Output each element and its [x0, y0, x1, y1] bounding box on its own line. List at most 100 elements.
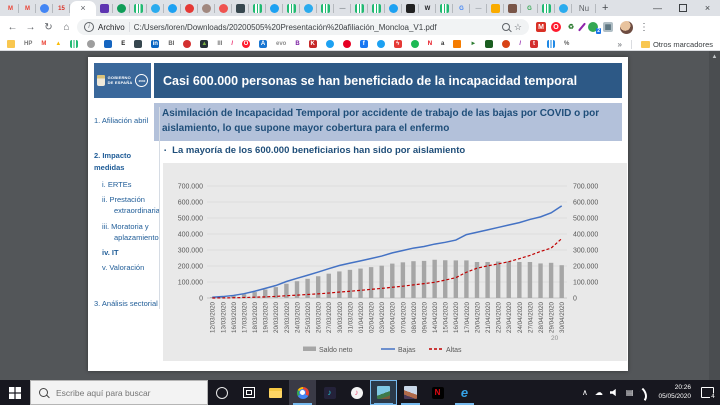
play-green-bookmark-icon[interactable]: ► — [470, 41, 477, 47]
zoom-icon[interactable] — [501, 23, 512, 33]
dark-app-tab-2[interactable] — [402, 1, 419, 16]
photos-app-icon[interactable] — [370, 380, 397, 405]
apple-red-bookmark-icon[interactable] — [183, 40, 192, 48]
facebook-bookmark-icon[interactable]: f — [359, 40, 368, 48]
volume-icon[interactable] — [609, 388, 616, 397]
green-app-bookmark-icon[interactable] — [70, 40, 79, 48]
twitter-bookmark-icon[interactable] — [325, 40, 334, 48]
keyboard-icon[interactable]: ▤ — [625, 387, 634, 397]
tray-expand-icon[interactable]: ∧ — [582, 387, 588, 397]
dash-tab-2[interactable]: — — [470, 1, 487, 16]
wikipedia-tab[interactable]: W — [419, 1, 436, 16]
opera-bookmark-icon[interactable]: O — [242, 40, 250, 48]
file-explorer-icon[interactable] — [262, 380, 289, 405]
twitter-tab-3[interactable] — [385, 1, 402, 16]
pinterest-bookmark-icon[interactable] — [342, 40, 351, 48]
start-button[interactable] — [0, 380, 30, 405]
twitter-tab-2[interactable] — [266, 1, 283, 16]
pdf-tab[interactable]: × — [70, 1, 96, 16]
action-center-icon[interactable]: 4 — [701, 387, 715, 400]
address-bar[interactable]: i Archivo C:/Users/loren/Downloads/20200… — [77, 19, 529, 35]
iii-bookmark-icon[interactable]: III — [217, 41, 223, 47]
forward-icon[interactable]: → — [25, 21, 36, 33]
dash-tab[interactable]: — — [334, 1, 351, 16]
back-icon[interactable]: ← — [7, 21, 18, 33]
spotify-bookmark-icon[interactable] — [410, 40, 419, 48]
globe-bookmark-icon[interactable] — [87, 40, 96, 48]
red-heart-tab[interactable] — [215, 1, 232, 16]
tab-close-icon[interactable]: × — [80, 3, 86, 13]
dark-app-bookmark-icon[interactable] — [134, 40, 143, 48]
amazon-bookmark-icon[interactable]: a — [441, 41, 445, 47]
close-button[interactable]: × — [704, 3, 711, 13]
bi-bookmark-icon[interactable]: BI — [168, 41, 175, 47]
calendar-tab[interactable]: 15 — [53, 1, 70, 16]
netflix-icon[interactable]: N — [424, 380, 451, 405]
green-badge-extension-icon-icon[interactable]: 2 — [588, 22, 601, 34]
pen-extension-icon[interactable] — [578, 22, 586, 32]
slash-bookmark-icon[interactable]: / — [231, 41, 233, 47]
green-app-tab-4[interactable] — [317, 1, 334, 16]
netflix-bookmark-icon[interactable]: N — [427, 41, 433, 47]
itunes-icon[interactable]: ♪ — [343, 380, 370, 405]
red-circle-tab[interactable] — [181, 1, 198, 16]
brown-app-tab[interactable] — [504, 1, 521, 16]
browser-menu-icon[interactable]: ⋮ — [639, 21, 649, 33]
bluetooth-bookmark-icon[interactable]: B — [295, 41, 300, 47]
bookmarks-overflow-icon[interactable]: » — [617, 39, 622, 49]
gmail-bookmark-icon[interactable]: M — [41, 41, 47, 47]
tan-app-tab[interactable] — [198, 1, 215, 16]
reload-icon[interactable]: ↻ — [44, 21, 53, 33]
green-app-tab-7[interactable] — [436, 1, 453, 16]
blue-app-bookmark-icon[interactable] — [104, 40, 113, 48]
percent-bookmark-icon[interactable]: % — [564, 41, 570, 47]
purple-app-tab[interactable] — [96, 1, 113, 16]
green-app-tab-6[interactable] — [368, 1, 385, 16]
green-app-tab[interactable] — [130, 1, 147, 16]
taskbar-search[interactable] — [30, 380, 208, 405]
other-bookmarks-button[interactable]: Otros marcadores — [640, 40, 713, 49]
twitter-tab[interactable] — [164, 1, 181, 16]
green-square-bookmark-icon[interactable] — [485, 40, 494, 48]
chart-bookmark-icon[interactable] — [547, 40, 555, 48]
chrome-icon[interactable] — [289, 380, 316, 405]
gmail-tab[interactable]: M — [2, 1, 19, 16]
e-bookmark-icon[interactable]: E — [121, 41, 126, 47]
k-red-bookmark-icon[interactable]: K — [308, 40, 317, 48]
android-app-bookmark-icon[interactable]: ▲ — [200, 40, 209, 48]
network-icon[interactable] — [637, 387, 652, 401]
pen-bookmark-icon[interactable]: / — [519, 41, 521, 47]
cortana-icon[interactable] — [208, 380, 235, 405]
telegram-tab[interactable] — [147, 1, 164, 16]
evo-bookmark-icon[interactable]: evo — [276, 41, 287, 47]
dark-app-tab[interactable] — [232, 1, 249, 16]
twitter-bookmark-2-icon[interactable] — [376, 40, 385, 48]
folder-orange-bookmark-icon[interactable] — [453, 40, 462, 48]
gmail-tab-2[interactable]: M — [19, 1, 36, 16]
opera-extension-icon-icon[interactable]: O — [551, 22, 561, 32]
drive-bookmark-icon[interactable]: ▲ — [55, 41, 62, 47]
flash-bookmark-icon[interactable]: ϟ — [393, 40, 402, 48]
home-icon[interactable]: ⌂ — [63, 21, 70, 33]
green-app-tab-2[interactable] — [249, 1, 266, 16]
image-viewer-icon[interactable] — [397, 380, 424, 405]
gray-extension-icon-icon[interactable]: ▦ — [603, 22, 613, 32]
gear-red-bookmark-icon[interactable] — [502, 40, 511, 48]
account-tab[interactable] — [36, 1, 53, 16]
minimize-button[interactable]: — — [653, 3, 662, 13]
recycle-extension-icon-icon[interactable]: ♻ — [567, 24, 575, 31]
tumblr-bookmark-icon[interactable]: t — [530, 40, 538, 48]
amazon-music-icon[interactable]: ♪ — [316, 380, 343, 405]
bookmark-star-icon[interactable]: ☆ — [513, 21, 522, 32]
pdf-scrollbar[interactable]: ▲ — [709, 51, 720, 380]
restore-button[interactable] — [670, 0, 695, 16]
linkedin-bookmark-icon[interactable]: in — [151, 40, 160, 48]
edge-icon[interactable]: e — [451, 380, 478, 405]
taskbar-clock[interactable]: 20:26 05/05/2020 — [658, 384, 691, 401]
green-app-tab-3[interactable] — [283, 1, 300, 16]
new-tab-button[interactable]: + — [602, 1, 609, 14]
page-info-icon[interactable]: i — [84, 22, 94, 32]
green-app-tab-5[interactable] — [351, 1, 368, 16]
yellow-app-tab[interactable] — [487, 1, 504, 16]
green-dot-tab[interactable] — [113, 1, 130, 16]
